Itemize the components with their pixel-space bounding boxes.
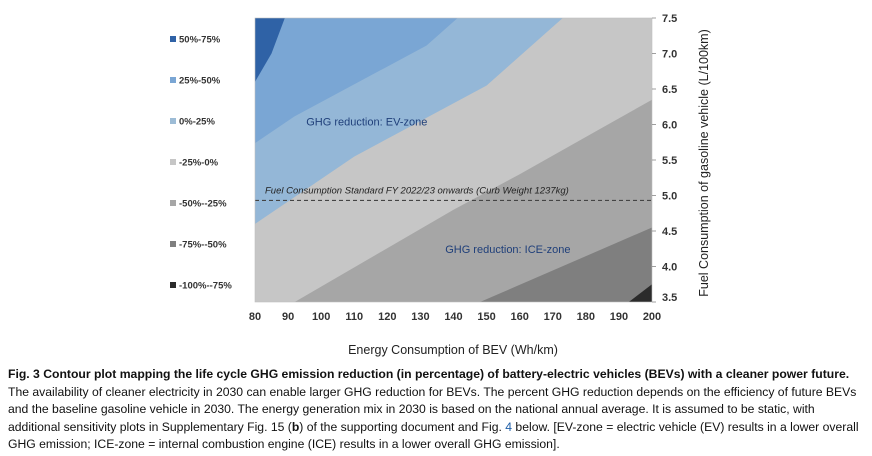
y-tick-label: 4.5 xyxy=(662,226,677,238)
legend-label: 0%-25% xyxy=(179,117,215,128)
y-tick-label: 7.5 xyxy=(662,13,677,25)
x-tick-label: 170 xyxy=(544,311,562,323)
x-tick-label: 110 xyxy=(345,311,363,323)
x-tick-label: 200 xyxy=(643,311,661,323)
ice-zone-label: GHG reduction: ICE-zone xyxy=(445,244,570,256)
contour-bands xyxy=(255,18,652,302)
y-tick-label: 3.5 xyxy=(662,292,677,304)
x-tick-label: 180 xyxy=(577,311,595,323)
band-0-25-light xyxy=(255,18,563,224)
caption-text-2: ) of the supporting document and Fig. xyxy=(299,419,506,434)
legend-swatch xyxy=(170,159,176,165)
ev-zone-label: GHG reduction: EV-zone xyxy=(306,116,427,128)
band-25-50 xyxy=(255,18,563,302)
reference-line-label: Fuel Consumption Standard FY 2022/23 onw… xyxy=(265,185,569,196)
x-tick-label: 130 xyxy=(411,311,429,323)
x-axis-ticks: 80 90 100 110 120 130 140 150 160 170 180 190 200 xyxy=(249,311,661,323)
y-axis-label: Fuel Consumption of gasoline vehicle (L/… xyxy=(697,29,711,297)
legend-label: -75%--50% xyxy=(179,240,227,251)
x-tick-label: 150 xyxy=(477,311,495,323)
caption-panel-ref: b xyxy=(291,419,300,434)
contour-figure: 50%-75% 25%-50% 0%-25% -25%-0% -50%--25% -75%… xyxy=(170,13,711,357)
y-tick-label: 5.5 xyxy=(662,155,677,167)
legend-label: -25%-0% xyxy=(179,158,219,169)
band-neg75-neg50 xyxy=(480,227,652,302)
figure-caption: Fig. 3 Contour plot mapping the life cyc… xyxy=(8,366,864,454)
band-neg100-neg75 xyxy=(628,284,652,302)
caption-text-1: The availability of cleaner electricity … xyxy=(8,384,857,434)
x-axis-label: Energy Consumption of BEV (Wh/km) xyxy=(348,343,558,357)
caption-text-3: below. [EV-zone = electric vehicle (EV) … xyxy=(8,419,859,452)
legend-swatch xyxy=(170,282,176,288)
legend: 50%-75% 25%-50% 0%-25% -25%-0% -50%--25% -75%… xyxy=(170,35,232,292)
x-tick-label: 190 xyxy=(610,311,628,323)
legend-swatch xyxy=(170,77,176,83)
legend-label: 50%-75% xyxy=(179,35,221,46)
y-tick-label: 6.0 xyxy=(662,120,677,132)
legend-swatch xyxy=(170,118,176,124)
legend-label: -50%--25% xyxy=(179,199,227,210)
caption-figure-link[interactable]: 4 xyxy=(505,419,513,434)
y-axis-ticks: 3.5 4.0 4.5 5.0 5.5 6.0 6.5 7.0 7.5 xyxy=(652,13,677,304)
legend-swatch xyxy=(170,200,176,206)
legend-label: -100%--75% xyxy=(179,281,232,292)
x-tick-label: 140 xyxy=(444,311,462,323)
legend-label: 25%-50% xyxy=(179,76,221,87)
x-tick-label: 100 xyxy=(312,311,330,323)
y-tick-label: 5.0 xyxy=(662,191,677,203)
caption-lead: Fig. 3 Contour plot mapping the life cyc… xyxy=(8,367,850,381)
band-50-75 xyxy=(255,18,285,82)
y-tick-label: 6.5 xyxy=(662,84,677,96)
legend-swatch xyxy=(170,241,176,247)
x-tick-label: 120 xyxy=(378,311,396,323)
x-tick-label: 160 xyxy=(510,311,528,323)
x-tick-label: 90 xyxy=(282,311,294,323)
y-tick-label: 7.0 xyxy=(662,49,677,61)
x-tick-label: 80 xyxy=(249,311,261,323)
legend-swatch xyxy=(170,36,176,42)
y-tick-label: 4.0 xyxy=(662,262,677,274)
